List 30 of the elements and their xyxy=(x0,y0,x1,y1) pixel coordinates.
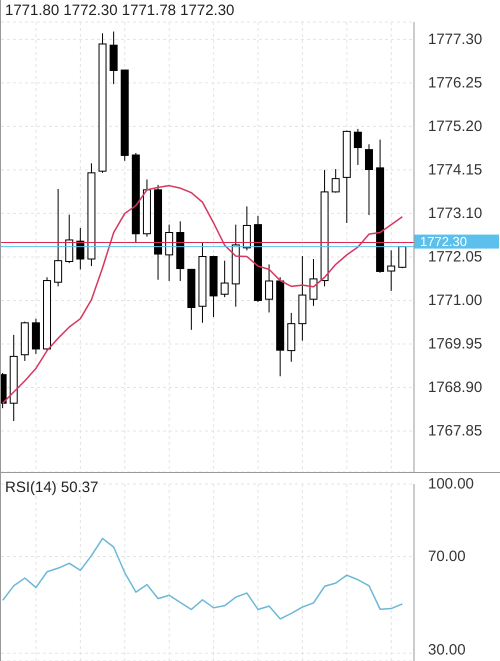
ref-line-label: 1772.30 xyxy=(420,234,467,250)
candlestick xyxy=(364,144,373,216)
candlestick xyxy=(387,250,396,292)
y-tick-label: 70.00 xyxy=(428,548,466,566)
candlestick xyxy=(220,260,229,298)
y-tick-label: 1776.25 xyxy=(428,74,482,92)
chart-title: RSI(14) 50.37 xyxy=(5,479,98,496)
candlestick xyxy=(242,206,251,251)
line-series xyxy=(2,184,404,404)
candlestick xyxy=(165,224,174,282)
y-tick-label: 1777.30 xyxy=(428,30,482,48)
candlestick xyxy=(265,264,274,313)
y-tick-label: 100.00 xyxy=(428,476,474,492)
candlestick xyxy=(332,168,340,194)
y-tick-label: 30.00 xyxy=(428,642,466,658)
y-tick-label: 1767.85 xyxy=(428,422,482,440)
candlestick xyxy=(309,258,318,306)
candlestick xyxy=(65,214,74,264)
y-tick-label: 1769.95 xyxy=(428,335,482,352)
y-tick-label: 1774.15 xyxy=(428,161,482,178)
candlestick xyxy=(354,128,362,166)
y-tick-label: 1771.00 xyxy=(428,292,482,309)
y-tick-label: 1772.05 xyxy=(428,248,482,266)
candlestick xyxy=(54,188,62,287)
y-tick-label: 1773.10 xyxy=(428,204,482,222)
line-series xyxy=(2,538,404,620)
y-tick-label: 1775.20 xyxy=(428,118,482,135)
candlestick xyxy=(76,227,84,270)
text: 1771.80 1772.30 1771.78 1772.30 xyxy=(5,2,234,19)
y-tick-label: 1768.90 xyxy=(428,378,482,396)
